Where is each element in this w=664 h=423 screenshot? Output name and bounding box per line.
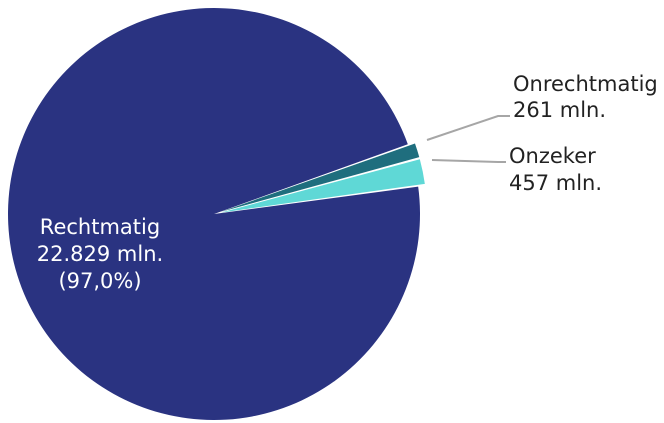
slice-label-rechtmatig-percent: (97,0%) <box>58 269 141 293</box>
slice-label-rechtmatig-name: Rechtmatig <box>40 215 160 239</box>
slice-label-onzeker-value: 457 mln. <box>509 171 602 195</box>
slice-label-onrechtmatig-name: Onrechtmatig <box>513 72 658 96</box>
pie-slices <box>8 8 425 421</box>
slice-label-rechtmatig-value: 22.829 mln. <box>37 242 163 266</box>
leader-line-onrechtmatig <box>426 115 510 141</box>
leader-line-onzeker <box>431 159 506 163</box>
pie-slice-onrechtmatig <box>220 143 420 212</box>
pie-slice-onzeker <box>220 159 425 213</box>
slice-label-onzeker-name: Onzeker <box>509 144 596 168</box>
pie-slice-rechtmatig <box>8 8 421 421</box>
slice-label-onrechtmatig-value: 261 mln. <box>513 98 606 122</box>
leader-lines <box>426 115 510 163</box>
